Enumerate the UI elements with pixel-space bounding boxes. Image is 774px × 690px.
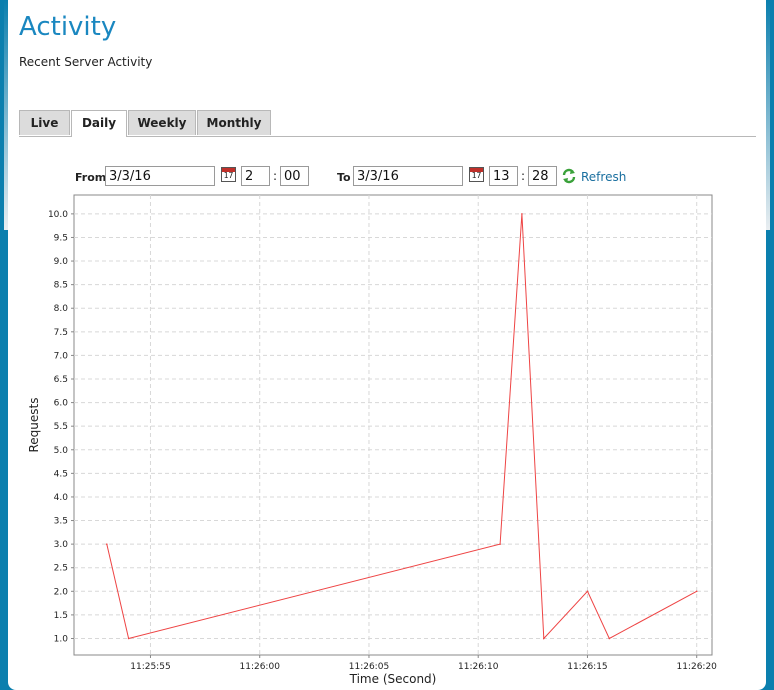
page-subtitle: Recent Server Activity xyxy=(19,55,153,69)
x-axis-label: Time (Second) xyxy=(349,672,437,686)
calendar-icon[interactable]: 17 xyxy=(221,167,236,182)
y-tick-label: 5.5 xyxy=(54,422,68,432)
y-tick-label: 4.5 xyxy=(54,469,68,479)
y-tick-label: 6.5 xyxy=(54,375,68,385)
data-point xyxy=(542,637,545,640)
y-tick-label: 2.0 xyxy=(54,587,69,597)
from-hour-input[interactable] xyxy=(241,166,270,186)
from-minute-input[interactable] xyxy=(280,166,309,186)
y-tick-label: 8.0 xyxy=(54,304,69,314)
page-title: Activity xyxy=(19,12,117,42)
calendar-icon[interactable]: 17 xyxy=(469,167,484,182)
tab-live[interactable]: Live xyxy=(19,110,70,135)
data-point xyxy=(499,543,501,545)
activity-chart: 1.0 1.5 2.0 2.5 3.0 3.5 4.0 4.5 5.0 5.5 6.0 6.5 7.0 7… xyxy=(27,194,717,686)
x-tick-label: 11:26:10 xyxy=(458,662,499,672)
tab-weekly[interactable]: Weekly xyxy=(128,110,196,135)
refresh-icon[interactable] xyxy=(561,168,577,184)
time-separator: : xyxy=(273,169,278,183)
y-axis-label: Requests xyxy=(27,398,41,453)
y-tick-label: 8.5 xyxy=(54,281,68,291)
x-tick-label: 11:26:20 xyxy=(676,662,717,672)
y-tick-label: 9.5 xyxy=(54,233,68,243)
y-tick-label: 4.0 xyxy=(54,493,69,503)
x-tick-label: 11:26:05 xyxy=(349,662,389,672)
data-point xyxy=(586,590,589,593)
x-tick-label: 11:26:15 xyxy=(567,662,607,672)
data-point xyxy=(105,543,108,545)
y-tick-label: 2.5 xyxy=(54,564,68,574)
tab-daily[interactable]: Daily xyxy=(71,110,127,137)
refresh-link[interactable]: Refresh xyxy=(581,170,627,184)
from-date-input[interactable] xyxy=(105,166,215,186)
y-tick-label: 10.0 xyxy=(48,210,68,220)
to-date-input[interactable] xyxy=(353,166,463,186)
y-tick-label: 7.0 xyxy=(54,351,69,361)
data-point xyxy=(521,213,523,215)
x-tick-label: 11:25:55 xyxy=(130,662,170,672)
x-tick-label: 11:26:00 xyxy=(240,662,281,672)
y-tick-label: 3.0 xyxy=(54,540,69,550)
from-label: From xyxy=(75,171,107,184)
time-separator: : xyxy=(521,169,526,183)
data-point xyxy=(695,590,698,593)
y-tick-label: 9.0 xyxy=(54,257,69,267)
period-tabs: Live Daily Weekly Monthly xyxy=(19,110,756,137)
y-tick-label: 7.5 xyxy=(54,328,68,338)
date-range-controls: From 17 : To 17 : Refresh xyxy=(0,166,774,190)
y-tick-label: 5.0 xyxy=(54,446,69,456)
y-tick-label: 1.0 xyxy=(54,634,69,644)
tab-monthly[interactable]: Monthly xyxy=(197,110,271,135)
y-tick-label: 3.5 xyxy=(54,517,68,527)
data-point xyxy=(608,637,611,640)
to-hour-input[interactable] xyxy=(489,166,518,186)
to-minute-input[interactable] xyxy=(528,166,557,186)
y-tick-label: 6.0 xyxy=(54,399,69,409)
to-label: To xyxy=(337,171,351,184)
data-point xyxy=(127,637,130,640)
series-line xyxy=(106,213,697,640)
y-tick-label: 1.5 xyxy=(54,611,68,621)
plot-area xyxy=(73,194,713,656)
